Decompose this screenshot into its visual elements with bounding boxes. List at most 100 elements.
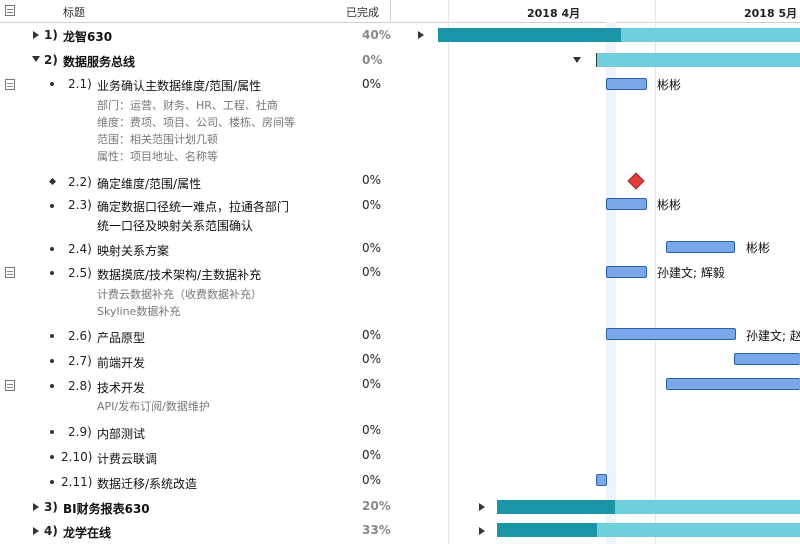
task-resource: 彬彬	[657, 78, 682, 92]
task-row[interactable]: 2.7) 前端开发 0%	[0, 349, 800, 374]
task-percent[interactable]: 33%	[362, 523, 391, 537]
task-bar[interactable]	[606, 78, 647, 90]
summary-bar-remaining[interactable]	[615, 500, 800, 514]
bullet-icon	[50, 271, 54, 275]
bullet-icon	[50, 359, 54, 363]
task-row[interactable]: 2) 数据服务总线 0%	[0, 47, 800, 72]
task-title[interactable]: 内部测试	[97, 427, 146, 441]
task-percent[interactable]: 0%	[362, 53, 383, 67]
gantt-collapse-icon[interactable]	[479, 503, 485, 511]
task-title[interactable]: 计费云联调	[97, 452, 158, 466]
note-icon[interactable]	[5, 380, 15, 391]
task-title[interactable]: 确定维度/范围/属性	[97, 177, 202, 191]
task-number: 2.4)	[68, 242, 92, 256]
disclosure-triangle-icon[interactable]	[33, 31, 39, 39]
task-title[interactable]: 技术开发	[97, 381, 146, 395]
task-row[interactable]: 2.1) 业务确认主数据维度/范围/属性 0% 部门：运营、财务、HR、工程、社…	[0, 72, 800, 172]
disclosure-triangle-icon[interactable]	[33, 527, 39, 535]
task-percent[interactable]: 0%	[362, 265, 382, 279]
task-title[interactable]: 确定数据口径统一难点，拉通各部门	[97, 200, 290, 214]
summary-bar-remaining[interactable]	[596, 53, 800, 67]
task-number: 2.11)	[61, 475, 93, 489]
task-title[interactable]: 龙学在线	[63, 526, 112, 540]
disclosure-triangle-icon[interactable]	[33, 503, 39, 511]
column-divider[interactable]	[390, 0, 391, 22]
milestone-bullet-icon	[48, 177, 57, 186]
task-row[interactable]: 2.3) 确定数据口径统一难点，拉通各部门 统一口径及映射关系范围确认 0% 彬…	[0, 194, 800, 238]
bullet-icon	[50, 247, 54, 251]
task-title[interactable]: 数据迁移/系统改造	[97, 477, 198, 491]
title-column-header[interactable]: 标题	[63, 6, 85, 19]
task-resource: 彬彬	[746, 241, 771, 255]
gantt-collapse-icon[interactable]	[418, 31, 424, 39]
task-row[interactable]: 2.4) 映射关系方案 0% 彬彬	[0, 238, 800, 262]
note-icon[interactable]	[5, 79, 15, 90]
task-row[interactable]: 2.11) 数据迁移/系统改造 0%	[0, 470, 800, 495]
milestone-diamond-icon[interactable]	[627, 172, 645, 190]
task-row[interactable]: 2.9) 内部测试 0%	[0, 420, 800, 445]
task-bar[interactable]	[606, 198, 647, 210]
task-resource: 孙建文; 赵	[746, 329, 800, 343]
task-row[interactable]: 2.10) 计费云联调 0%	[0, 445, 800, 470]
task-number: 2.9)	[68, 425, 92, 439]
task-title[interactable]: 前端开发	[97, 356, 146, 370]
task-bar[interactable]	[666, 378, 800, 390]
task-bar[interactable]	[666, 241, 735, 253]
bullet-icon	[50, 204, 54, 208]
task-bar[interactable]	[734, 353, 800, 365]
task-percent[interactable]: 0%	[362, 473, 382, 487]
task-row[interactable]: 2.6) 产品原型 0% 孙建文; 赵	[0, 324, 800, 349]
task-title[interactable]: 龙智630	[63, 30, 113, 44]
task-title[interactable]: 数据服务总线	[63, 55, 136, 69]
gantt-collapse-icon[interactable]	[479, 527, 485, 535]
note-line: 属性：项目地址、名称等	[97, 150, 218, 163]
summary-bar-done[interactable]	[497, 500, 615, 514]
task-percent[interactable]: 40%	[362, 28, 391, 42]
task-percent[interactable]: 0%	[362, 241, 382, 255]
task-title[interactable]: 映射关系方案	[97, 244, 170, 258]
task-row[interactable]: 2.2) 确定维度/范围/属性 0%	[0, 172, 800, 194]
gantt-collapse-icon[interactable]	[573, 57, 581, 63]
task-percent[interactable]: 0%	[362, 423, 382, 437]
task-row[interactable]: 4) 龙学在线 33%	[0, 520, 800, 544]
task-row[interactable]: 2.5) 数据摸底/技术架构/主数据补充 0% 计费云数据补充（收费数据补充） …	[0, 262, 800, 324]
task-percent[interactable]: 0%	[362, 198, 382, 212]
task-bar[interactable]	[606, 266, 647, 278]
summary-bar-remaining[interactable]	[621, 28, 800, 42]
task-percent[interactable]: 0%	[362, 77, 382, 91]
task-percent[interactable]: 0%	[362, 448, 382, 462]
task-title[interactable]: 数据摸底/技术架构/主数据补充	[97, 268, 262, 282]
disclosure-triangle-icon[interactable]	[32, 56, 40, 62]
task-percent[interactable]: 0%	[362, 377, 382, 391]
task-number: 2.5)	[68, 266, 92, 280]
task-title[interactable]: 产品原型	[97, 331, 146, 345]
task-title[interactable]: BI财务报表630	[63, 502, 150, 516]
task-number: 1)	[44, 28, 58, 42]
task-number: 2.10)	[61, 450, 93, 464]
task-row[interactable]: 1) 龙智630 40%	[0, 22, 800, 47]
task-percent[interactable]: 0%	[362, 352, 382, 366]
task-bar[interactable]	[606, 328, 736, 340]
task-number: 2.6)	[68, 329, 92, 343]
note-line: 计费云数据补充（收费数据补充）	[97, 288, 262, 301]
note-icon[interactable]	[5, 267, 15, 278]
task-percent[interactable]: 0%	[362, 328, 382, 342]
complete-column-header[interactable]: 已完成	[346, 6, 379, 19]
summary-bar-done[interactable]	[497, 523, 597, 537]
task-row[interactable]: 3) BI财务报表630 20%	[0, 495, 800, 520]
task-number: 2)	[44, 53, 58, 67]
task-title-continued[interactable]: 统一口径及映射关系范围确认	[97, 219, 254, 233]
notes-column-icon[interactable]	[5, 5, 15, 16]
outline-header: 标题 已完成 2018 4月 2018 5月	[0, 0, 800, 23]
task-resource: 彬彬	[657, 198, 682, 212]
summary-bar-remaining[interactable]	[597, 523, 800, 537]
note-line: 范围：相关范围计划几顿	[97, 133, 218, 146]
task-percent[interactable]: 0%	[362, 173, 382, 187]
task-row[interactable]: 2.8) 技术开发 0% API/发布订阅/数据维护	[0, 374, 800, 420]
task-bar[interactable]	[596, 474, 607, 486]
task-number: 2.2)	[68, 175, 92, 189]
summary-bar-done[interactable]	[438, 28, 621, 42]
task-percent[interactable]: 20%	[362, 499, 391, 513]
task-note: 部门：运营、财务、HR、工程、社商 维度：费项、项目、公司、楼栋、房间等 范围：…	[97, 97, 295, 165]
task-title[interactable]: 业务确认主数据维度/范围/属性	[97, 79, 262, 93]
